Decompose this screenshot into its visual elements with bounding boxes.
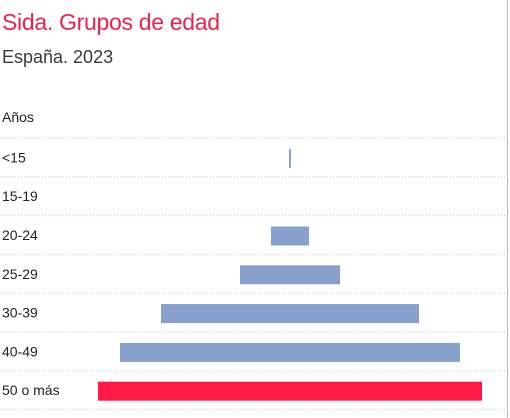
y-axis-label: Años [2,109,34,125]
bar--15 [289,148,291,168]
chart-title: Sida. Grupos de edad [2,9,220,35]
category-label: 30-39 [2,305,38,321]
frame-border [507,0,508,418]
bar-30-39 [161,304,419,324]
bar-20-24 [271,226,309,246]
bar-25-29 [240,265,340,285]
chart-subtitle: España. 2023 [2,47,114,67]
category-label: 20-24 [2,227,38,243]
bar-40-49 [120,342,460,362]
category-label: 15-19 [2,188,38,204]
category-label: 25-29 [2,266,38,282]
bar-50-o-m-s [98,381,482,401]
category-label: 40-49 [2,343,38,359]
category-label: <15 [2,149,26,165]
category-label: 50 o más [2,382,60,398]
